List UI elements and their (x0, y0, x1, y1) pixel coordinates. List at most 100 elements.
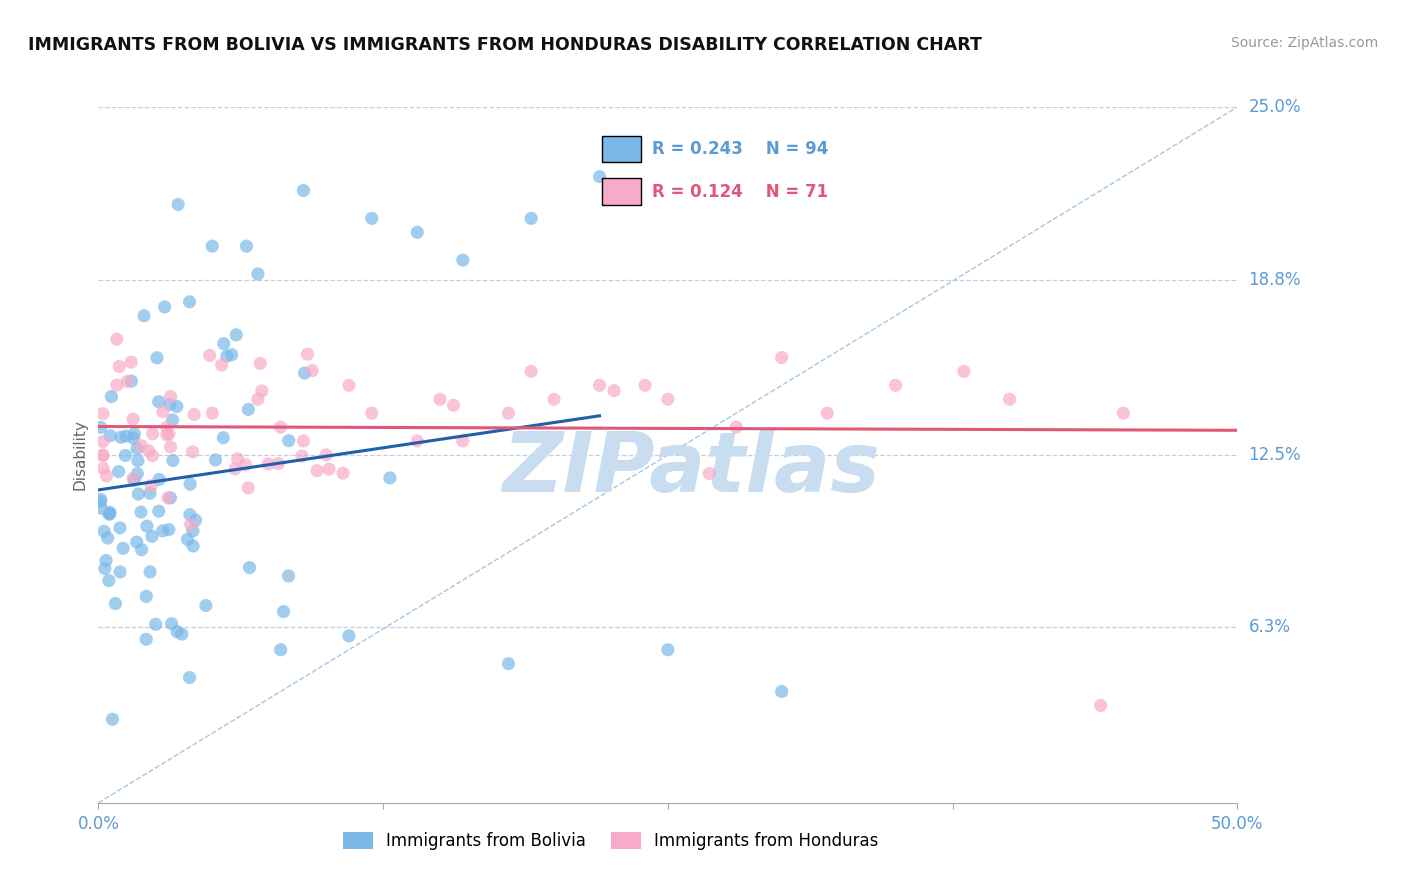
Point (297, 347, 319, 361)
Point (157, 426, 180, 441)
Text: 6.3%: 6.3% (1249, 618, 1291, 637)
Point (110, 430, 132, 444)
Point (1112, 406, 1135, 420)
Point (292, 434, 315, 448)
Point (194, 599, 217, 613)
Text: Source: ZipAtlas.com: Source: ZipAtlas.com (1230, 36, 1378, 50)
Point (127, 487, 149, 501)
Point (156, 491, 179, 505)
Point (108, 521, 131, 535)
Point (429, 392, 451, 407)
Text: IMMIGRANTS FROM BOLIVIA VS IMMIGRANTS FROM HONDURAS DISABILITY CORRELATION CHART: IMMIGRANTS FROM BOLIVIA VS IMMIGRANTS FR… (28, 36, 981, 54)
Point (152, 404, 174, 418)
Point (124, 473, 146, 487)
Point (148, 472, 170, 486)
Point (292, 184, 315, 198)
Point (141, 478, 163, 492)
Point (125, 442, 148, 456)
Point (179, 477, 201, 491)
Point (132, 309, 155, 323)
Point (127, 453, 149, 467)
Point (159, 390, 181, 404)
Point (212, 431, 235, 445)
Point (998, 392, 1021, 407)
Point (135, 590, 157, 604)
Point (180, 517, 202, 532)
Point (634, 378, 657, 392)
Point (315, 448, 337, 462)
Point (122, 471, 145, 485)
Point (129, 505, 152, 519)
Point (127, 467, 149, 481)
Point (97, 574, 120, 588)
Point (184, 513, 207, 527)
Point (141, 449, 163, 463)
Point (270, 420, 292, 434)
Point (226, 451, 249, 466)
Point (117, 375, 139, 389)
FancyBboxPatch shape (602, 136, 641, 162)
Point (98, 507, 121, 521)
Point (114, 449, 136, 463)
Point (112, 541, 135, 556)
Point (337, 378, 360, 392)
Point (146, 351, 169, 365)
Point (124, 426, 146, 441)
Point (884, 378, 907, 392)
Point (953, 364, 976, 378)
Point (122, 412, 145, 426)
Point (91, 461, 114, 475)
Point (246, 392, 269, 407)
Text: R = 0.124    N = 71: R = 0.124 N = 71 (652, 183, 828, 201)
Point (135, 632, 157, 647)
Point (166, 400, 188, 414)
Point (91, 434, 114, 449)
Point (225, 327, 247, 342)
Point (179, 671, 201, 685)
Point (224, 462, 246, 476)
Point (588, 378, 610, 392)
Point (201, 239, 224, 253)
Point (198, 348, 221, 362)
Point (91, 448, 114, 462)
Point (104, 597, 127, 611)
Point (153, 300, 176, 314)
Point (156, 420, 179, 434)
Point (159, 440, 181, 454)
Point (145, 617, 167, 632)
Point (91, 407, 114, 421)
Point (257, 457, 280, 471)
Point (181, 524, 204, 538)
Point (406, 225, 429, 239)
Point (273, 605, 295, 619)
Point (101, 712, 124, 726)
Text: 25.0%: 25.0% (1249, 98, 1301, 116)
Point (770, 684, 793, 698)
Point (238, 402, 260, 417)
Point (108, 565, 131, 579)
Point (136, 519, 159, 533)
Point (211, 358, 233, 372)
Legend: Immigrants from Bolivia, Immigrants from Honduras: Immigrants from Bolivia, Immigrants from… (336, 826, 886, 857)
Point (120, 355, 142, 369)
Point (1090, 698, 1112, 713)
Text: ZIPatlas: ZIPatlas (502, 428, 880, 509)
Point (215, 349, 238, 363)
Point (451, 434, 474, 448)
Point (181, 539, 204, 553)
Point (90, 420, 112, 434)
Text: R = 0.243    N = 94: R = 0.243 N = 94 (652, 140, 828, 158)
Point (139, 565, 162, 579)
Point (159, 491, 181, 505)
Point (204, 453, 226, 467)
Point (360, 406, 382, 420)
Point (141, 529, 163, 543)
Y-axis label: Disability: Disability (72, 419, 87, 491)
Point (98, 506, 121, 520)
Point (125, 535, 148, 549)
Point (238, 560, 260, 574)
Text: 12.5%: 12.5% (1249, 446, 1301, 464)
Point (270, 642, 292, 657)
Point (108, 359, 131, 374)
Point (160, 616, 183, 631)
